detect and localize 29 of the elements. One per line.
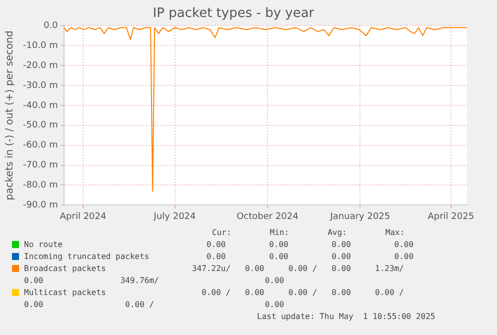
y-tick-label: -80.0 m bbox=[22, 180, 58, 191]
x-tick-label: April 2025 bbox=[428, 212, 474, 222]
text: 0.00 0.00 0.00 0.00 bbox=[205, 240, 414, 249]
y-tick-label: -20.0 m bbox=[22, 60, 58, 71]
legend-label: Broadcast packets bbox=[24, 264, 106, 273]
text: 347.22u/ 0.00 0.00 / 0.00 1.23m/ bbox=[192, 264, 404, 273]
text: 0.00 0.00 / 0.00 bbox=[24, 300, 284, 309]
legend-label: Multicast packets bbox=[24, 288, 106, 297]
y-axis-title: packets in (-) / out (+) per second bbox=[4, 30, 16, 200]
y-tick-label: -70.0 m bbox=[22, 160, 58, 171]
text: 0.00 0.00 0.00 0.00 bbox=[205, 252, 414, 261]
x-tick-label: July 2024 bbox=[152, 212, 196, 222]
text: 0.00 349.76m/ 0.00 bbox=[24, 276, 284, 285]
y-tick-label: -40.0 m bbox=[22, 100, 58, 111]
chart-title: IP packet types - by year bbox=[152, 6, 315, 22]
x-tick-label: January 2025 bbox=[329, 212, 390, 222]
text: Last update: Thu May 1 10:55:00 2025 bbox=[257, 312, 436, 321]
y-tick-label: 0.0 bbox=[44, 20, 58, 31]
y-tick-label: -10.0 m bbox=[22, 40, 58, 51]
y-tick-label: -90.0 m bbox=[22, 200, 58, 211]
legend-label: Incoming truncated packets bbox=[24, 252, 150, 261]
text: Cur: Min: Avg: Max: bbox=[212, 228, 405, 237]
y-tick-label: -30.0 m bbox=[22, 80, 58, 91]
legend-label: No route bbox=[24, 240, 63, 249]
y-tick-label: -60.0 m bbox=[22, 140, 58, 151]
text: 0.00 / 0.00 0.00 / 0.00 0.00 / bbox=[200, 288, 404, 297]
y-tick-label: -50.0 m bbox=[22, 120, 58, 131]
x-tick-label: October 2024 bbox=[236, 212, 299, 222]
x-tick-label: April 2024 bbox=[60, 212, 106, 222]
